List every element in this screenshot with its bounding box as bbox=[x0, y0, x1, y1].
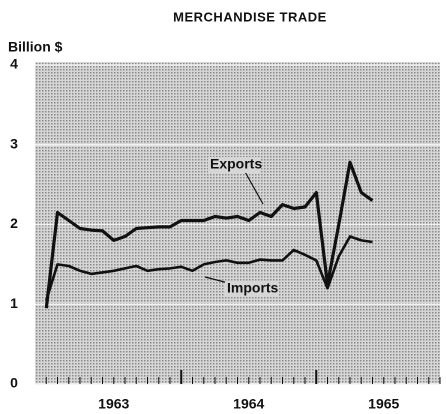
x-tick-label: 1964 bbox=[233, 396, 264, 412]
label-backdrop bbox=[225, 281, 279, 297]
series-line bbox=[45, 235, 373, 301]
label-backdrop bbox=[208, 157, 260, 173]
plot-background bbox=[35, 62, 440, 384]
series-line bbox=[44, 160, 374, 309]
y-tick-label: 4 bbox=[10, 56, 18, 72]
series-label: Exports bbox=[210, 156, 262, 172]
y-tick-label: 1 bbox=[10, 295, 18, 311]
y-tick-label: 2 bbox=[10, 215, 18, 231]
y-tick-label: 0 bbox=[10, 375, 18, 391]
x-tick-label: 1965 bbox=[368, 396, 399, 412]
series-label: Imports bbox=[227, 280, 279, 296]
chart-title: MERCHANDISE TRADE bbox=[173, 9, 327, 24]
y-tick-label: 3 bbox=[10, 135, 18, 151]
leader-line bbox=[243, 169, 264, 205]
x-tick-label: 1963 bbox=[98, 396, 129, 412]
y-axis-label: Billion $ bbox=[8, 39, 63, 55]
